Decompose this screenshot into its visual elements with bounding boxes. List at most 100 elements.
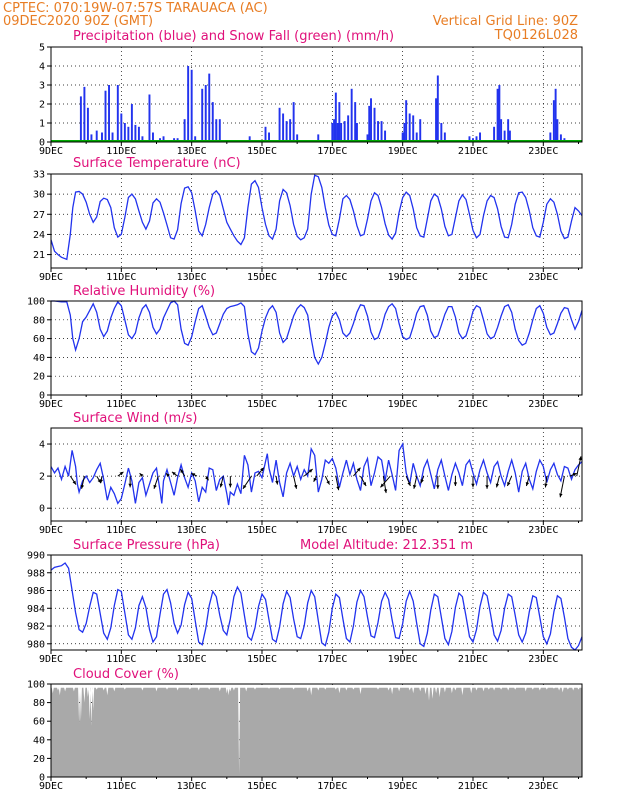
precip-bar (201, 88, 204, 142)
y-tick-label: 100 (27, 297, 45, 308)
x-tick-label: 9DEC (39, 146, 63, 157)
precip-bar (368, 105, 371, 142)
x-tick-label: 15DEC (247, 654, 277, 665)
precip-bar (408, 113, 411, 142)
precip-bar (508, 130, 511, 142)
precip-bar (141, 136, 144, 142)
x-tick-label: 21DEC (458, 399, 488, 410)
y-tick-label: 2 (39, 100, 45, 111)
x-tick-label: 11DEC (106, 654, 136, 665)
wind-vector-head (559, 493, 563, 498)
x-tick-label: 13DEC (177, 272, 207, 283)
precip-bar (264, 126, 267, 142)
x-tick-label: 11DEC (106, 272, 136, 283)
x-tick-label: 19DEC (388, 781, 418, 792)
y-tick-label: 990 (27, 551, 45, 562)
precip-bar (384, 130, 387, 142)
wind-vector-head (165, 473, 170, 478)
x-tick-label: 21DEC (458, 146, 488, 157)
precip-bar (90, 134, 93, 142)
x-tick-label: 15DEC (247, 146, 277, 157)
precip-bar (443, 132, 446, 142)
wind-vector-head (453, 482, 458, 486)
precip-bar (440, 123, 443, 142)
panel-title-humidity: Relative Humidity (%) (73, 284, 215, 299)
panel-frame (50, 173, 583, 269)
panel-pressure: Surface Pressure (hPa) Model Altitude: 21… (27, 538, 583, 665)
x-tick-label: 17DEC (317, 146, 347, 157)
precip-bar (296, 134, 299, 142)
precip-bar (412, 115, 415, 142)
precip-bar (559, 134, 562, 142)
precip-bar (215, 119, 218, 142)
wind-vector-head (380, 483, 385, 488)
wind-vector-head (485, 485, 489, 489)
y-tick-label: 980 (27, 639, 45, 650)
precip-bar (507, 119, 510, 142)
x-tick-label: 13DEC (177, 525, 207, 536)
precip-bar (340, 123, 343, 142)
y-tick-label: 33 (33, 170, 45, 181)
x-tick-label: 11DEC (106, 146, 136, 157)
precip-bar (419, 119, 422, 142)
wind-vector-head (228, 483, 233, 488)
x-tick-label: 15DEC (247, 272, 277, 283)
wind-vector-head (219, 483, 224, 488)
precip-bar (333, 119, 336, 142)
y-tick-label: 0 (39, 504, 45, 515)
x-tick-label: 17DEC (317, 654, 347, 665)
wind-vector-head (544, 483, 548, 488)
location-header: CPTEC: 070:19W-07:57S TARAUACA (AC) (3, 1, 268, 16)
panel-title-pressure: Surface Pressure (hPa) (73, 538, 220, 553)
precip-bar (194, 136, 197, 142)
x-tick-label: 19DEC (388, 525, 418, 536)
wind-vector-head (99, 479, 103, 484)
wind-vector-head (578, 456, 582, 461)
precip-bar (120, 113, 123, 142)
precip-bar (401, 132, 404, 142)
panel-title-temperature: Surface Temperature (nC) (73, 156, 241, 171)
precip-bar (101, 132, 103, 142)
x-tick-label: 9DEC (39, 781, 63, 792)
wind-vector-head (153, 484, 157, 489)
x-tick-label: 23DEC (528, 146, 558, 157)
x-tick-label: 11DEC (106, 525, 136, 536)
panel-title-wind: Surface Wind (m/s) (73, 411, 197, 426)
x-tick-label: 15DEC (247, 399, 277, 410)
precip-bar (187, 66, 190, 142)
cloud-area (51, 687, 582, 777)
wind-vector-head (407, 481, 411, 486)
y-tick-label: 4 (39, 440, 45, 451)
wind-vector-head (525, 482, 530, 486)
wind-vector-head (336, 486, 340, 491)
precip-bar (343, 121, 346, 142)
y-tick-label: 80 (33, 698, 45, 709)
wind-vector-head (139, 473, 144, 478)
precip-bar (148, 94, 151, 142)
x-tick-label: 21DEC (458, 525, 488, 536)
precip-bar (137, 126, 140, 142)
precip-bar (556, 119, 559, 142)
precip-bar (289, 119, 292, 142)
x-tick-label: 9DEC (39, 399, 63, 410)
wind-vector-head (119, 471, 124, 476)
y-tick-label: 27 (33, 210, 45, 221)
y-tick-label: 80 (33, 315, 45, 326)
precip-bar (500, 119, 503, 142)
precip-bar (248, 136, 251, 142)
grid-line-note: Vertical Grid Line: 90Z (433, 14, 578, 29)
precip-bar (370, 98, 372, 142)
series-line-pressure (50, 562, 583, 651)
wind-vector-head (356, 467, 361, 472)
precip-bar (552, 100, 555, 142)
precip-bar (366, 134, 369, 142)
y-tick-label: 21 (33, 250, 45, 261)
wind-vector-head (420, 479, 424, 484)
wind-vector-head (293, 484, 298, 489)
precip-bar (79, 96, 82, 142)
wind-vector-head (72, 480, 76, 485)
y-tick-label: 0 (39, 773, 45, 784)
wind-vector-head (471, 483, 475, 488)
precip-bar (377, 121, 380, 142)
y-tick-label: 40 (33, 353, 45, 364)
